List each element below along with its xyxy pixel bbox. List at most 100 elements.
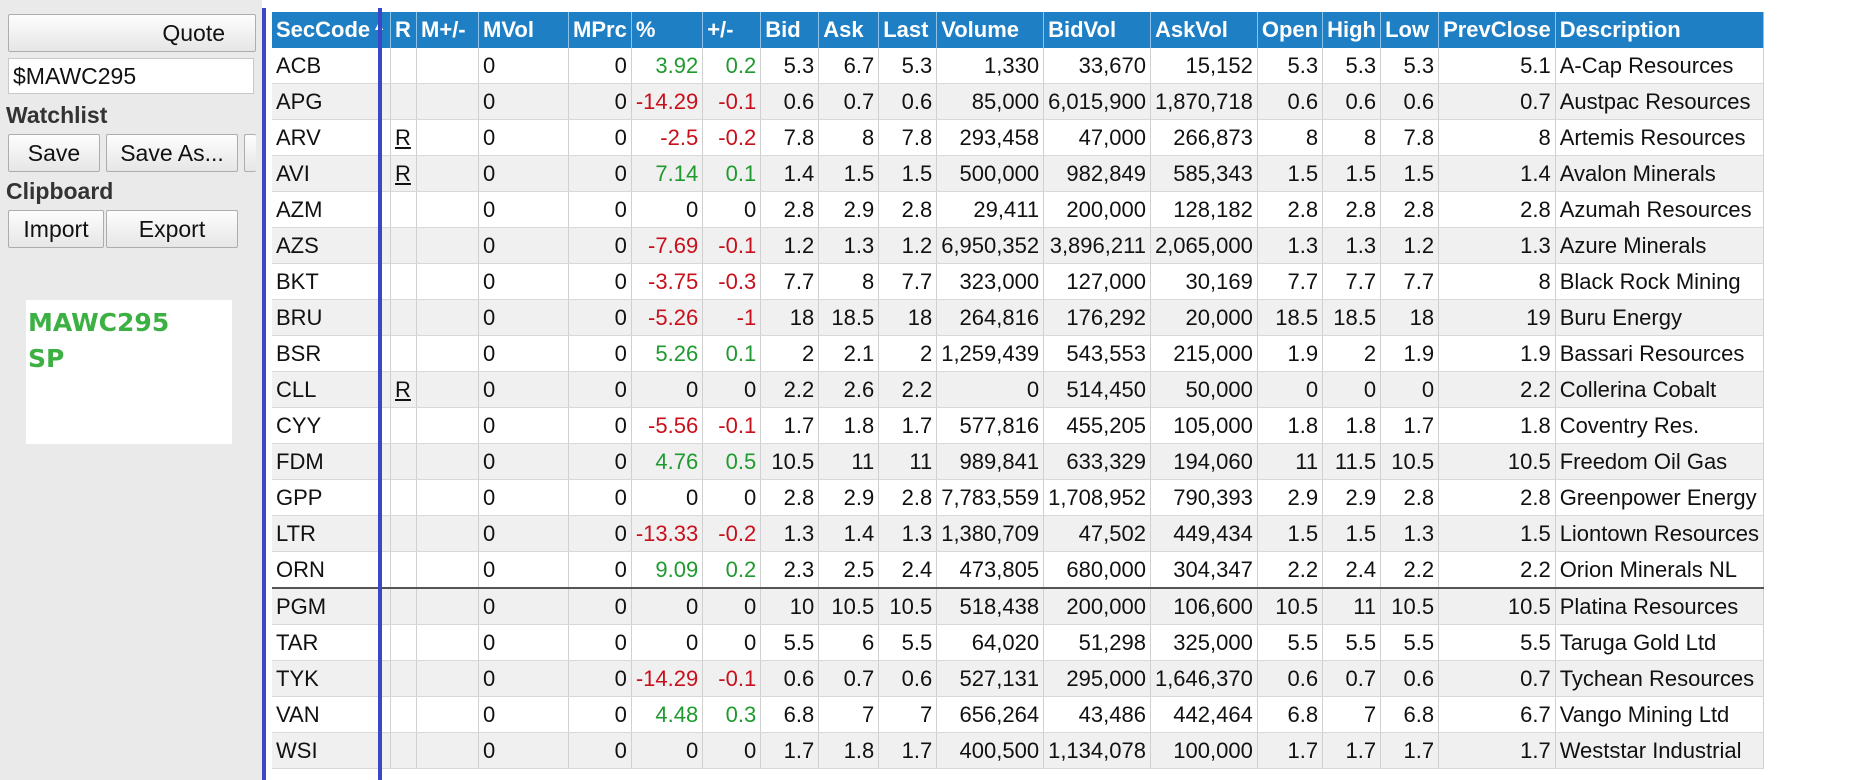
column-header-m-[interactable]: M+/- bbox=[416, 12, 480, 48]
table-row[interactable]: AZS 0 0 -7.69 -0.1 1.2 1.3 1.2 6,950,352 3,896,21… bbox=[272, 227, 1765, 264]
r-flag-cell[interactable] bbox=[390, 624, 418, 661]
table-row[interactable]: CLL R 0 0 0 0 2.2 2.6 2.2 0 514,450 50,000 0 0 0 2.2 Col… bbox=[272, 371, 1765, 408]
r-flag-cell[interactable]: R bbox=[390, 119, 418, 156]
table-row[interactable]: CYY 0 0 -5.56 -0.1 1.7 1.8 1.7 577,816 455,205 105… bbox=[272, 407, 1765, 444]
watchlist-grid[interactable]: SecCode ▲ R M+/- MVol MPrc% +/- Bid Ask Last Volum… bbox=[262, 8, 1876, 780]
table-row[interactable]: PGM 0 0 0 0 10 10.5 10.5 518,438 200,000 106,600 10… bbox=[272, 587, 1765, 625]
seccode-cell[interactable]: VAN bbox=[272, 696, 392, 733]
table-row[interactable]: AZM 0 0 0 0 2.8 2.9 2.8 29,411 200,000 128,182 2.8 2… bbox=[272, 191, 1765, 228]
table-row[interactable]: AVI R 0 0 7.14 0.1 1.4 1.5 1.5 500,000 982,849 585,… bbox=[272, 155, 1765, 192]
table-row[interactable]: TAR 0 0 0 0 5.5 6 5.5 64,020 51,298 325,000 5.5 5.5 5… bbox=[272, 624, 1765, 661]
seccode-cell[interactable]: BRU bbox=[272, 299, 392, 336]
table-row[interactable]: TYK 0 0 -14.29 -0.1 0.6 0.7 0.6 527,131 295,000 1,… bbox=[272, 660, 1765, 697]
r-flag-cell[interactable] bbox=[390, 696, 418, 733]
seccode-cell[interactable]: AZM bbox=[272, 191, 392, 228]
table-row[interactable]: VAN 0 0 4.48 0.3 6.8 7 7 656,264 43,486 442,464 6.8… bbox=[272, 696, 1765, 733]
r-flag-cell[interactable]: R bbox=[390, 371, 418, 408]
r-flag-cell[interactable] bbox=[390, 48, 418, 84]
r-flag-cell[interactable] bbox=[390, 515, 418, 552]
volume-cell: 1,259,439 bbox=[936, 335, 1045, 372]
seccode-cell[interactable]: ACB bbox=[272, 48, 392, 84]
table-row[interactable]: GPP 0 0 0 0 2.8 2.9 2.8 7,783,559 1,708,952 790,39… bbox=[272, 479, 1765, 516]
column-header--[interactable]: +/- bbox=[702, 12, 762, 48]
column-header-description[interactable]: Description bbox=[1555, 12, 1765, 48]
r-flag-cell[interactable] bbox=[390, 551, 418, 589]
column-header-seccode[interactable]: SecCode ▲ bbox=[272, 12, 392, 48]
seccode-cell[interactable]: AVI bbox=[272, 155, 392, 192]
seccode-cell[interactable]: CLL bbox=[272, 371, 392, 408]
r-flag-cell[interactable] bbox=[390, 191, 418, 228]
table-row[interactable]: ARV R 0 0 -2.5 -0.2 7.8 8 7.8 293,458 47,000 266,87… bbox=[272, 119, 1765, 156]
table-row[interactable]: FDM 0 0 4.76 0.5 10.5 11 11 989,841 633,329 194,06… bbox=[272, 443, 1765, 480]
r-flag-cell[interactable] bbox=[390, 479, 418, 516]
high-cell: 11.5 bbox=[1322, 443, 1382, 480]
high-cell: 5.3 bbox=[1322, 48, 1382, 84]
seccode-cell[interactable]: TYK bbox=[272, 660, 392, 697]
seccode-cell[interactable]: FDM bbox=[272, 443, 392, 480]
column-header-low[interactable]: Low bbox=[1380, 12, 1440, 48]
quote-button[interactable]: Quote bbox=[8, 14, 256, 52]
symbol-input[interactable] bbox=[8, 58, 254, 94]
save-button[interactable]: Save bbox=[8, 134, 100, 172]
bidvol-cell: 6,015,900 bbox=[1043, 83, 1151, 120]
volume-cell: 264,816 bbox=[936, 299, 1045, 336]
column-header-bid[interactable]: Bid bbox=[760, 12, 820, 48]
seccode-cell[interactable]: AZS bbox=[272, 227, 392, 264]
high-cell: 1.3 bbox=[1322, 227, 1382, 264]
volume-cell: 473,805 bbox=[936, 551, 1045, 589]
export-button[interactable]: Export bbox=[106, 210, 238, 248]
column-header-bidvol[interactable]: BidVol bbox=[1043, 12, 1151, 48]
table-row[interactable]: APG 0 0 -14.29 -0.1 0.6 0.7 0.6 85,000 6,015,900 1… bbox=[272, 83, 1765, 120]
r-flag-cell[interactable] bbox=[390, 587, 418, 625]
seccode-cell[interactable]: GPP bbox=[272, 479, 392, 516]
r-flag-cell[interactable]: R bbox=[390, 155, 418, 192]
r-flag-cell[interactable] bbox=[390, 263, 418, 300]
column-header--[interactable]: % bbox=[631, 12, 704, 48]
column-header-open[interactable]: Open bbox=[1257, 12, 1324, 48]
seccode-cell[interactable]: CYY bbox=[272, 407, 392, 444]
table-row[interactable]: WSI 0 0 0 0 1.7 1.8 1.7 400,500 1,134,078 100,000 1… bbox=[272, 732, 1765, 769]
r-flag-cell[interactable] bbox=[390, 732, 418, 769]
r-flag-cell[interactable] bbox=[390, 335, 418, 372]
overflow-button[interactable] bbox=[244, 134, 256, 172]
column-header-prevclose[interactable]: PrevClose bbox=[1438, 12, 1556, 48]
table-row[interactable]: BSR 0 0 5.26 0.1 2 2.1 2 1,259,439 543,553 215,000… bbox=[272, 335, 1765, 372]
r-flag-cell[interactable] bbox=[390, 407, 418, 444]
column-header-volume[interactable]: Volume bbox=[936, 12, 1045, 48]
save-as-button[interactable]: Save As... bbox=[106, 134, 238, 172]
r-flag-cell[interactable] bbox=[390, 660, 418, 697]
seccode-cell[interactable]: ARV bbox=[272, 119, 392, 156]
column-header-label: AskVol bbox=[1154, 17, 1228, 42]
seccode-cell[interactable]: BKT bbox=[272, 263, 392, 300]
table-row[interactable]: BRU 0 0 -5.26 -1 18 18.5 18 264,816 176,292 20,000… bbox=[272, 299, 1765, 336]
bidvol-cell: 47,502 bbox=[1043, 515, 1151, 552]
table-row[interactable]: BKT 0 0 -3.75 -0.3 7.7 8 7.7 323,000 127,000 30,16… bbox=[272, 263, 1765, 300]
table-row[interactable]: LTR 0 0 -13.33 -0.2 1.3 1.4 1.3 1,380,709 47,502 4… bbox=[272, 515, 1765, 552]
volume-cell: 64,020 bbox=[936, 624, 1045, 661]
import-button[interactable]: Import bbox=[8, 210, 104, 248]
column-header-askvol[interactable]: AskVol bbox=[1150, 12, 1258, 48]
seccode-cell[interactable]: APG bbox=[272, 83, 392, 120]
table-row[interactable]: ORN 0 0 9.09 0.2 2.3 2.5 2.4 473,805 680,000 304,3… bbox=[272, 551, 1765, 589]
r-flag-cell[interactable] bbox=[390, 83, 418, 120]
column-header-ask[interactable]: Ask bbox=[818, 12, 880, 48]
column-header-high[interactable]: High bbox=[1322, 12, 1382, 48]
table-row[interactable]: ACB 0 0 3.92 0.2 5.3 6.7 5.3 1,330 33,670 15,152 5.… bbox=[272, 48, 1765, 84]
r-flag-cell[interactable] bbox=[390, 443, 418, 480]
notes-box[interactable]: MAWC295 SP bbox=[26, 300, 232, 444]
column-header-last[interactable]: Last bbox=[878, 12, 938, 48]
r-flag-cell[interactable] bbox=[390, 227, 418, 264]
seccode-cell[interactable]: TAR bbox=[272, 624, 392, 661]
column-header-mvol[interactable]: MVol bbox=[478, 12, 570, 48]
seccode-cell[interactable]: BSR bbox=[272, 335, 392, 372]
askvol-cell: 1,646,370 bbox=[1150, 660, 1258, 697]
mvol-cell: 0 bbox=[478, 119, 570, 156]
seccode-cell[interactable]: ORN bbox=[272, 551, 392, 589]
seccode-cell[interactable]: WSI bbox=[272, 732, 392, 769]
column-header-mprc[interactable]: MPrc bbox=[568, 12, 632, 48]
column-header-r[interactable]: R bbox=[390, 12, 418, 48]
seccode-cell[interactable]: PGM bbox=[272, 587, 392, 625]
seccode-cell[interactable]: LTR bbox=[272, 515, 392, 552]
r-flag-cell[interactable] bbox=[390, 299, 418, 336]
mprc-cell: 0 bbox=[568, 48, 632, 84]
